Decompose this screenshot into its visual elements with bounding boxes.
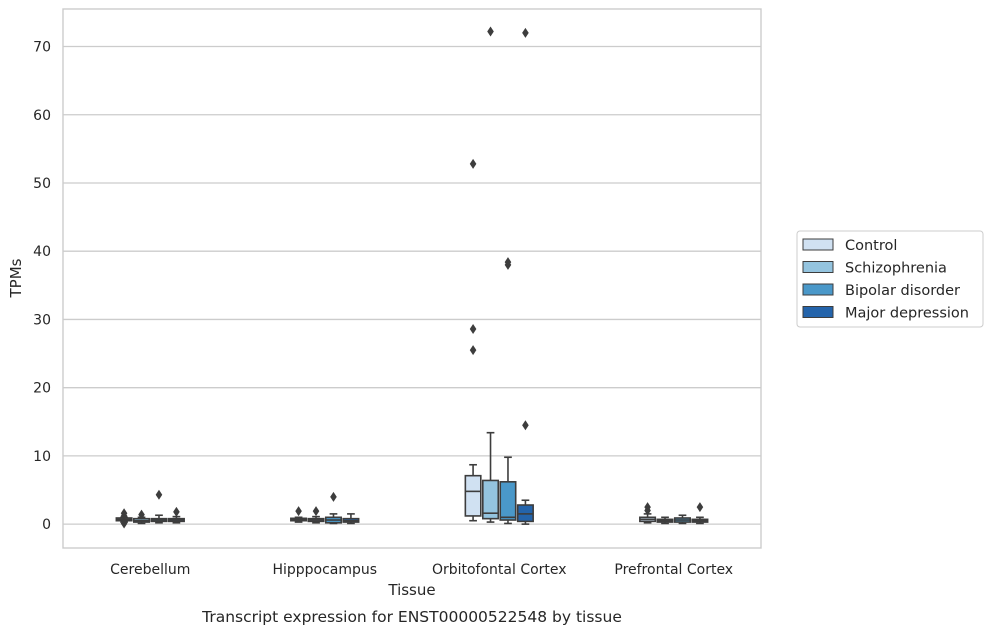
y-axis-label: TPMs (7, 258, 25, 298)
box (639, 502, 657, 524)
y-tick-label: 40 (33, 244, 51, 260)
y-axis-ticks: 0 10 20 30 40 50 60 70 (33, 40, 51, 534)
box-body (464, 474, 482, 517)
outlier-point (469, 345, 477, 356)
outlier-point (469, 158, 477, 169)
outlier-point (522, 27, 529, 38)
x-tick-label: Cerebellum (110, 562, 190, 578)
box-group (464, 26, 534, 525)
x-axis-label: Tissue (387, 581, 435, 599)
x-tick-label: Hipppocampus (272, 562, 377, 578)
box (481, 26, 500, 523)
chart-caption: Transcript expression for ENST0000052254… (201, 608, 622, 626)
outlier-point (469, 323, 477, 334)
outlier-point (522, 420, 529, 431)
box (499, 257, 517, 525)
box-body (499, 481, 517, 521)
legend-label: Schizophrenia (845, 261, 947, 277)
y-tick-label: 30 (33, 312, 51, 328)
legend-label: Bipolar disorder (845, 283, 960, 299)
legend-item: Control (802, 238, 897, 254)
box (673, 514, 691, 525)
y-tick-label: 0 (42, 517, 51, 533)
legend-item: Major depression (802, 306, 969, 322)
legend-item: Schizophrenia (802, 261, 947, 277)
plot-area (62, 8, 762, 549)
legend-swatch (802, 306, 834, 318)
box-groups (115, 26, 709, 529)
outlier-point (173, 506, 180, 517)
legend-item: Bipolar disorder (802, 283, 960, 299)
legend: Control Schizophrenia Bipolar disorder Majo… (796, 230, 984, 328)
outlier-point (138, 509, 145, 520)
legend-swatch (802, 283, 834, 296)
y-tick-label: 60 (33, 108, 51, 124)
legend-label: Control (845, 238, 897, 254)
box (656, 516, 674, 525)
legend-label: Major depression (845, 306, 969, 322)
box (516, 27, 534, 525)
outlier-point (644, 505, 651, 516)
box (691, 502, 709, 525)
box-body (481, 479, 500, 520)
box (150, 489, 168, 524)
x-tick-label: Prefrontal Cortex (614, 562, 733, 578)
outlier-point (295, 506, 302, 517)
outlier-point (330, 491, 337, 502)
box (464, 158, 482, 522)
outlier-point (120, 510, 128, 521)
outlier-point (155, 489, 163, 500)
box-group (290, 491, 360, 525)
x-tick-label: Orbitofontal Cortex (432, 562, 567, 578)
y-tick-label: 70 (33, 40, 51, 56)
legend-swatch (802, 261, 834, 273)
box-group (639, 502, 709, 525)
box (133, 509, 151, 525)
box (290, 506, 308, 523)
y-tick-label: 20 (33, 381, 51, 397)
box (342, 513, 360, 525)
box (167, 506, 185, 524)
box (115, 508, 133, 529)
box (324, 491, 342, 525)
box (307, 506, 325, 524)
outlier-point (696, 502, 704, 513)
legend-frame (796, 230, 984, 328)
box-group (115, 489, 185, 529)
x-axis-ticks: Cerebellum Hipppocampus Orbitofontal Corte… (110, 562, 733, 578)
outlier-point (312, 506, 320, 517)
y-tick-label: 50 (33, 176, 51, 192)
outlier-point (120, 518, 128, 529)
y-tick-label: 10 (33, 449, 51, 465)
outlier-point (504, 257, 512, 268)
outlier-point (487, 26, 494, 37)
legend-swatch (802, 238, 834, 251)
grid-lines (63, 45, 761, 525)
